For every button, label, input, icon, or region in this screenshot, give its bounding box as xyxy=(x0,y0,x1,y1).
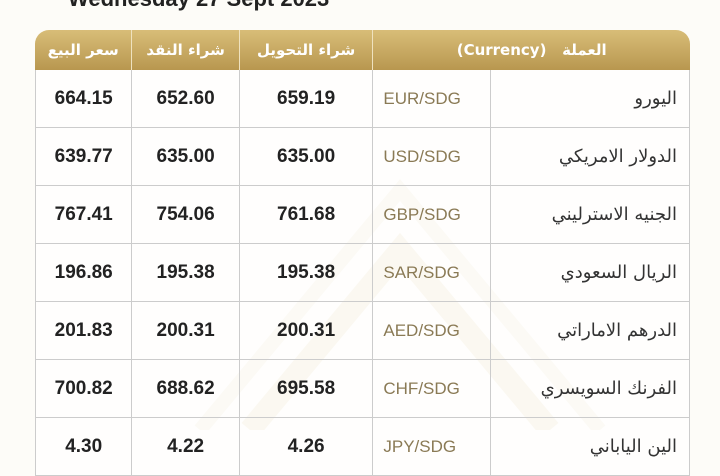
currency-name: الدولار الامريكي xyxy=(490,128,690,186)
cash-rate: 195.38 xyxy=(131,244,239,302)
sell-rate: 700.82 xyxy=(35,360,132,418)
currency-name: الدرهم الاماراتي xyxy=(490,302,690,360)
currency-name: اليورو xyxy=(490,70,690,128)
rate-row: الريال السعودي SAR/SDG 195.38 195.38 196.86 xyxy=(35,244,690,302)
currency-code: GBP/SDG xyxy=(372,186,491,244)
transfer-rate: 635.00 xyxy=(238,128,373,186)
sell-rate: 767.41 xyxy=(35,186,132,244)
page: Wednesday 27 Sept 2023 العملة (Currency)… xyxy=(35,0,690,476)
transfer-rate: 695.58 xyxy=(238,360,373,418)
rate-row: الدرهم الاماراتي AED/SDG 200.31 200.31 201.8… xyxy=(35,302,690,360)
cash-rate: 200.31 xyxy=(131,302,239,360)
transfer-rate: 195.38 xyxy=(238,244,373,302)
transfer-rate: 4.26 xyxy=(238,418,373,476)
cash-rate: 754.06 xyxy=(131,186,239,244)
rate-row: الجنيه الاسترليني GBP/SDG 761.68 754.06 767.… xyxy=(35,186,690,244)
rate-row: الفرنك السويسري CHF/SDG 695.58 688.62 700.82 xyxy=(35,360,690,418)
currency-name: الجنيه الاسترليني xyxy=(490,186,690,244)
sell-rate: 639.77 xyxy=(35,128,132,186)
currency-header: العملة (Currency) xyxy=(372,30,690,70)
header-text: (Currency) xyxy=(456,41,547,59)
date: Wednesday 27 Sept 2023 xyxy=(68,0,329,12)
cash-header: شراء النقد xyxy=(131,30,239,70)
sell-rate: 196.86 xyxy=(35,244,132,302)
cash-rate: 652.60 xyxy=(131,70,239,128)
transfer-rate: 659.19 xyxy=(238,70,373,128)
header-text: العملة xyxy=(562,41,607,59)
rate-row: اليورو EUR/SDG 659.19 652.60 664.15 xyxy=(35,70,690,128)
currency-code: JPY/SDG xyxy=(372,418,491,476)
currency-code: SAR/SDG xyxy=(372,244,491,302)
transfer-header: شراء التحويل xyxy=(238,30,373,70)
sell-rate: 664.15 xyxy=(35,70,132,128)
currency-name: الفرنك السويسري xyxy=(490,360,690,418)
sell-rate: 201.83 xyxy=(35,302,132,360)
currency-code: CHF/SDG xyxy=(372,360,491,418)
rates-table: العملة (Currency) شراء التحويل شراء النق… xyxy=(35,30,690,476)
cash-rate: 688.62 xyxy=(131,360,239,418)
currency-code: AED/SDG xyxy=(372,302,491,360)
rate-row: الدولار الامريكي USD/SDG 635.00 635.00 639.7… xyxy=(35,128,690,186)
cash-rate: 635.00 xyxy=(131,128,239,186)
currency-code: EUR/SDG xyxy=(372,70,491,128)
currency-name: الريال السعودي xyxy=(490,244,690,302)
transfer-rate: 761.68 xyxy=(238,186,373,244)
currency-code: USD/SDG xyxy=(372,128,491,186)
currency-name: الين الياباني xyxy=(490,418,690,476)
transfer-rate: 200.31 xyxy=(238,302,373,360)
cash-rate: 4.22 xyxy=(131,418,239,476)
sell-rate: 4.30 xyxy=(35,418,132,476)
rate-row: الين الياباني JPY/SDG 4.26 4.22 4.30 xyxy=(35,418,690,476)
sell-header: سعر البيع xyxy=(35,30,132,70)
